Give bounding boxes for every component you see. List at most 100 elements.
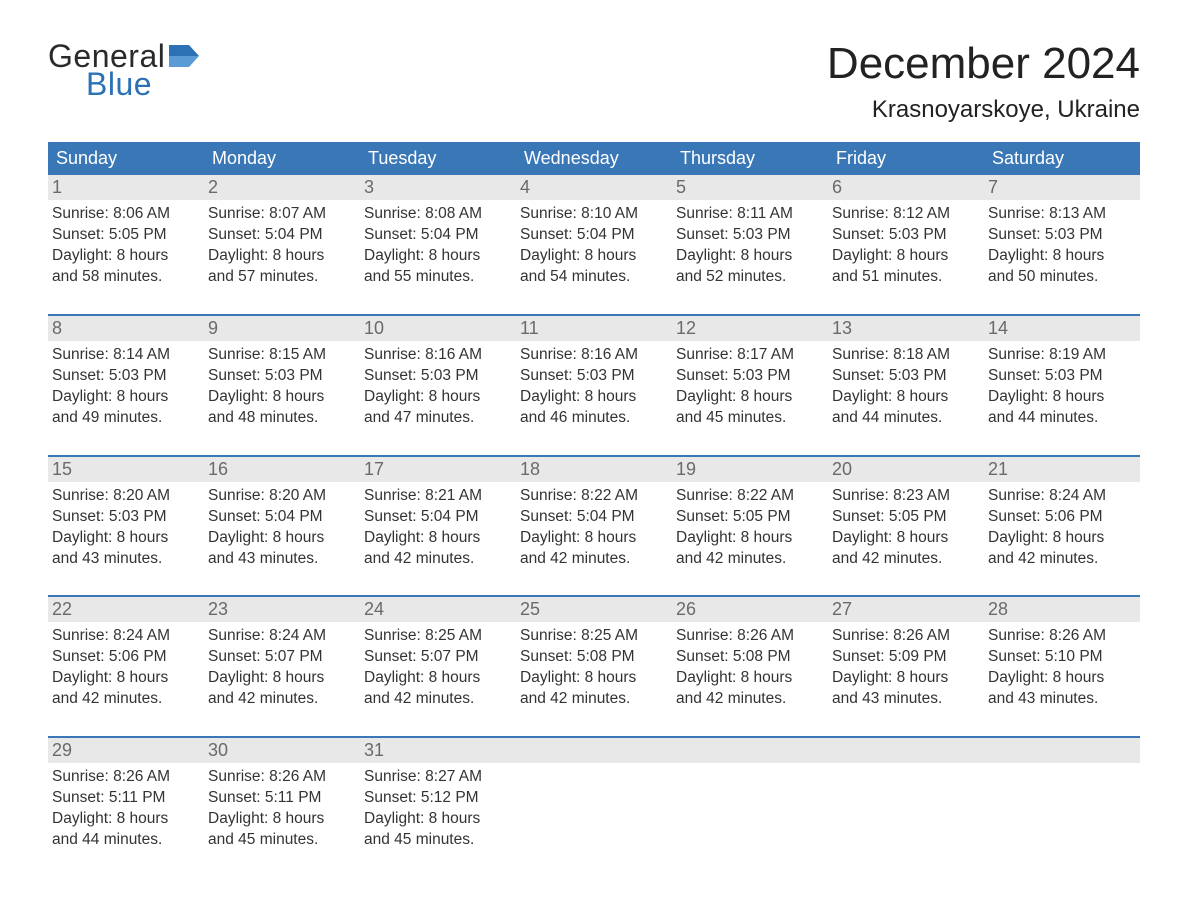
sunrise-text: Sunrise: 8:14 AM xyxy=(52,345,196,366)
sunset-text: Sunset: 5:03 PM xyxy=(52,507,196,528)
daylight-text: Daylight: 8 hours xyxy=(520,668,664,689)
sunrise-text: Sunrise: 8:22 AM xyxy=(520,486,664,507)
date-number: 21 xyxy=(984,457,1140,482)
date-number: 11 xyxy=(516,316,672,341)
sunset-text: Sunset: 5:08 PM xyxy=(676,647,820,668)
daylight-text: Daylight: 8 hours xyxy=(52,809,196,830)
daylight-text: and 42 minutes. xyxy=(520,689,664,710)
daylight-text: and 51 minutes. xyxy=(832,267,976,288)
weekday-header-row: SundayMondayTuesdayWednesdayThursdayFrid… xyxy=(48,142,1140,175)
date-number-row: 891011121314 xyxy=(48,316,1140,341)
sunrise-text: Sunrise: 8:11 AM xyxy=(676,204,820,225)
sunrise-text: Sunrise: 8:25 AM xyxy=(520,626,664,647)
logo-text-bottom: Blue xyxy=(86,68,199,100)
date-number: 8 xyxy=(48,316,204,341)
date-number: 4 xyxy=(516,175,672,200)
day-cell: Sunrise: 8:12 AMSunset: 5:03 PMDaylight:… xyxy=(828,200,984,292)
header-row: General Blue December 2024 Krasnoyarskoy… xyxy=(48,40,1140,124)
daylight-text: Daylight: 8 hours xyxy=(208,387,352,408)
day-cell: Sunrise: 8:06 AMSunset: 5:05 PMDaylight:… xyxy=(48,200,204,292)
date-number: 15 xyxy=(48,457,204,482)
day-cell: Sunrise: 8:21 AMSunset: 5:04 PMDaylight:… xyxy=(360,482,516,574)
daylight-text: and 42 minutes. xyxy=(52,689,196,710)
daylight-text: Daylight: 8 hours xyxy=(52,528,196,549)
sunset-text: Sunset: 5:11 PM xyxy=(52,788,196,809)
date-number: 17 xyxy=(360,457,516,482)
sunset-text: Sunset: 5:03 PM xyxy=(676,225,820,246)
date-number: 30 xyxy=(204,738,360,763)
daylight-text: Daylight: 8 hours xyxy=(676,528,820,549)
day-cell: Sunrise: 8:13 AMSunset: 5:03 PMDaylight:… xyxy=(984,200,1140,292)
day-cell: Sunrise: 8:22 AMSunset: 5:05 PMDaylight:… xyxy=(672,482,828,574)
daylight-text: and 52 minutes. xyxy=(676,267,820,288)
daylight-text: and 57 minutes. xyxy=(208,267,352,288)
sunrise-text: Sunrise: 8:17 AM xyxy=(676,345,820,366)
date-number: 9 xyxy=(204,316,360,341)
sunset-text: Sunset: 5:07 PM xyxy=(208,647,352,668)
daylight-text: Daylight: 8 hours xyxy=(520,246,664,267)
logo: General Blue xyxy=(48,40,199,100)
daylight-text: and 50 minutes. xyxy=(988,267,1132,288)
day-data-row: Sunrise: 8:20 AMSunset: 5:03 PMDaylight:… xyxy=(48,482,1140,574)
weekday-header: Tuesday xyxy=(360,142,516,175)
sunset-text: Sunset: 5:04 PM xyxy=(364,507,508,528)
day-cell: Sunrise: 8:24 AMSunset: 5:07 PMDaylight:… xyxy=(204,622,360,714)
weekday-header: Saturday xyxy=(984,142,1140,175)
date-number: 3 xyxy=(360,175,516,200)
sunrise-text: Sunrise: 8:27 AM xyxy=(364,767,508,788)
date-number: 7 xyxy=(984,175,1140,200)
date-number: 29 xyxy=(48,738,204,763)
sunrise-text: Sunrise: 8:12 AM xyxy=(832,204,976,225)
daylight-text: Daylight: 8 hours xyxy=(520,387,664,408)
weeks-container: 1234567Sunrise: 8:06 AMSunset: 5:05 PMDa… xyxy=(48,175,1140,854)
daylight-text: Daylight: 8 hours xyxy=(676,387,820,408)
sunset-text: Sunset: 5:03 PM xyxy=(520,366,664,387)
date-number-row: 15161718192021 xyxy=(48,457,1140,482)
sunrise-text: Sunrise: 8:16 AM xyxy=(520,345,664,366)
daylight-text: and 43 minutes. xyxy=(988,689,1132,710)
date-number: 22 xyxy=(48,597,204,622)
daylight-text: and 42 minutes. xyxy=(364,549,508,570)
sunset-text: Sunset: 5:05 PM xyxy=(832,507,976,528)
daylight-text: and 42 minutes. xyxy=(988,549,1132,570)
date-number: 13 xyxy=(828,316,984,341)
sunset-text: Sunset: 5:12 PM xyxy=(364,788,508,809)
sunrise-text: Sunrise: 8:20 AM xyxy=(52,486,196,507)
day-cell: Sunrise: 8:19 AMSunset: 5:03 PMDaylight:… xyxy=(984,341,1140,433)
daylight-text: Daylight: 8 hours xyxy=(208,528,352,549)
day-cell: Sunrise: 8:14 AMSunset: 5:03 PMDaylight:… xyxy=(48,341,204,433)
date-number: 12 xyxy=(672,316,828,341)
sunset-text: Sunset: 5:03 PM xyxy=(832,366,976,387)
daylight-text: Daylight: 8 hours xyxy=(988,668,1132,689)
daylight-text: Daylight: 8 hours xyxy=(52,246,196,267)
daylight-text: and 42 minutes. xyxy=(676,689,820,710)
daylight-text: and 42 minutes. xyxy=(676,549,820,570)
sunset-text: Sunset: 5:09 PM xyxy=(832,647,976,668)
week-row: 22232425262728Sunrise: 8:24 AMSunset: 5:… xyxy=(48,595,1140,714)
date-number xyxy=(828,738,984,763)
daylight-text: Daylight: 8 hours xyxy=(988,528,1132,549)
daylight-text: and 42 minutes. xyxy=(364,689,508,710)
week-row: 1234567Sunrise: 8:06 AMSunset: 5:05 PMDa… xyxy=(48,175,1140,292)
day-cell: Sunrise: 8:26 AMSunset: 5:11 PMDaylight:… xyxy=(204,763,360,855)
day-data-row: Sunrise: 8:06 AMSunset: 5:05 PMDaylight:… xyxy=(48,200,1140,292)
day-cell: Sunrise: 8:27 AMSunset: 5:12 PMDaylight:… xyxy=(360,763,516,855)
day-cell: Sunrise: 8:26 AMSunset: 5:10 PMDaylight:… xyxy=(984,622,1140,714)
date-number: 28 xyxy=(984,597,1140,622)
day-cell: Sunrise: 8:15 AMSunset: 5:03 PMDaylight:… xyxy=(204,341,360,433)
sunrise-text: Sunrise: 8:26 AM xyxy=(676,626,820,647)
daylight-text: Daylight: 8 hours xyxy=(52,668,196,689)
daylight-text: and 42 minutes. xyxy=(832,549,976,570)
daylight-text: and 45 minutes. xyxy=(676,408,820,429)
week-row: 891011121314Sunrise: 8:14 AMSunset: 5:03… xyxy=(48,314,1140,433)
sunset-text: Sunset: 5:10 PM xyxy=(988,647,1132,668)
sunrise-text: Sunrise: 8:15 AM xyxy=(208,345,352,366)
sunset-text: Sunset: 5:05 PM xyxy=(676,507,820,528)
daylight-text: Daylight: 8 hours xyxy=(52,387,196,408)
calendar: SundayMondayTuesdayWednesdayThursdayFrid… xyxy=(48,142,1140,854)
weekday-header: Monday xyxy=(204,142,360,175)
sunrise-text: Sunrise: 8:08 AM xyxy=(364,204,508,225)
sunrise-text: Sunrise: 8:22 AM xyxy=(676,486,820,507)
date-number: 25 xyxy=(516,597,672,622)
daylight-text: and 43 minutes. xyxy=(208,549,352,570)
